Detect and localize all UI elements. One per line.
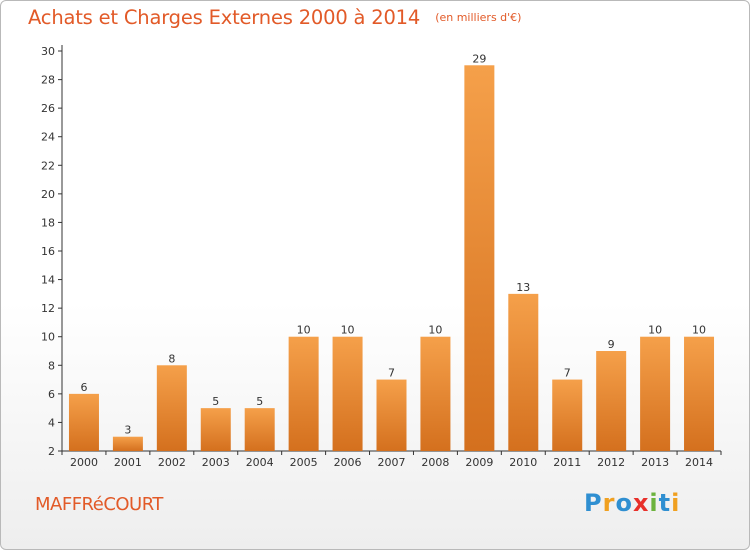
bar-value-label: 10 [648,324,662,337]
y-tick-label: 20 [41,188,55,201]
y-tick-label: 28 [41,74,55,87]
x-tick-label: 2012 [597,456,625,469]
y-tick-label: 4 [48,416,55,429]
chart-title: Achats et Charges Externes 2000 à 2014 [28,6,421,29]
y-tick-label: 2 [48,445,55,458]
x-tick-label: 2002 [158,456,186,469]
x-tick-label: 2000 [70,456,98,469]
bar [156,365,187,451]
bar-value-label: 7 [564,367,571,380]
y-tick-label: 22 [41,159,55,172]
bar [244,408,275,451]
commune-name: MAFFRéCOURT [35,494,163,515]
x-tick-label: 2006 [334,456,362,469]
bar-value-label: 10 [297,324,311,337]
x-tick-label: 2010 [509,456,537,469]
bar [552,379,583,451]
y-tick-label: 16 [41,245,55,258]
bars: 6 3 8 5 5 10 10 7 10 29 13 7 9 10 10 [68,52,715,452]
bar-value-label: 7 [388,367,395,380]
y-tick-label: 24 [41,131,55,144]
bar-value-label: 5 [256,395,263,408]
bar [420,336,451,451]
x-tick-label: 2009 [465,456,493,469]
bar [464,65,495,452]
x-tick-label: 2008 [421,456,449,469]
bar-value-label: 10 [341,324,355,337]
bar-value-label: 10 [428,324,442,337]
bar-value-label: 8 [168,352,175,365]
x-tick-label: 2013 [641,456,669,469]
bar [376,379,407,451]
bar-value-label: 6 [80,381,87,394]
y-tick-label: 8 [48,359,55,372]
y-tick-label: 12 [41,302,55,315]
bar [684,336,715,451]
y-tick-label: 18 [41,216,55,229]
proxiti-logo: Proxiti [584,489,681,517]
x-tick-label: 2004 [246,456,274,469]
x-axis: 2000 2001 2002 2003 2004 2005 2006 2007 2008 2009… [61,450,722,469]
title-row: Achats et Charges Externes 2000 à 2014 (… [28,6,521,29]
bar-value-label: 9 [608,338,615,351]
bar [200,408,231,451]
x-tick-label: 2005 [290,456,318,469]
x-tick-label: 2007 [378,456,406,469]
y-tick-label: 6 [48,388,55,401]
bar [68,393,99,451]
y-tick-label: 14 [41,274,55,287]
bar-value-label: 29 [472,52,486,65]
y-tick-label: 10 [41,331,55,344]
bar [112,436,143,451]
bar [596,351,627,451]
bar-value-label: 5 [212,395,219,408]
y-tick-label: 26 [41,102,55,115]
bar-value-label: 10 [692,324,706,337]
bar [332,336,363,451]
bar-value-label: 13 [516,281,530,294]
x-tick-label: 2011 [553,456,581,469]
bar [508,293,539,451]
bar [288,336,319,451]
bar [640,336,671,451]
chart-subtitle: (en milliers d'€) [435,11,522,24]
y-tick-label: 30 [41,45,55,58]
x-tick-label: 2001 [114,456,142,469]
x-tick-label: 2014 [685,456,713,469]
bar-value-label: 3 [124,424,131,437]
x-tick-label: 2003 [202,456,230,469]
